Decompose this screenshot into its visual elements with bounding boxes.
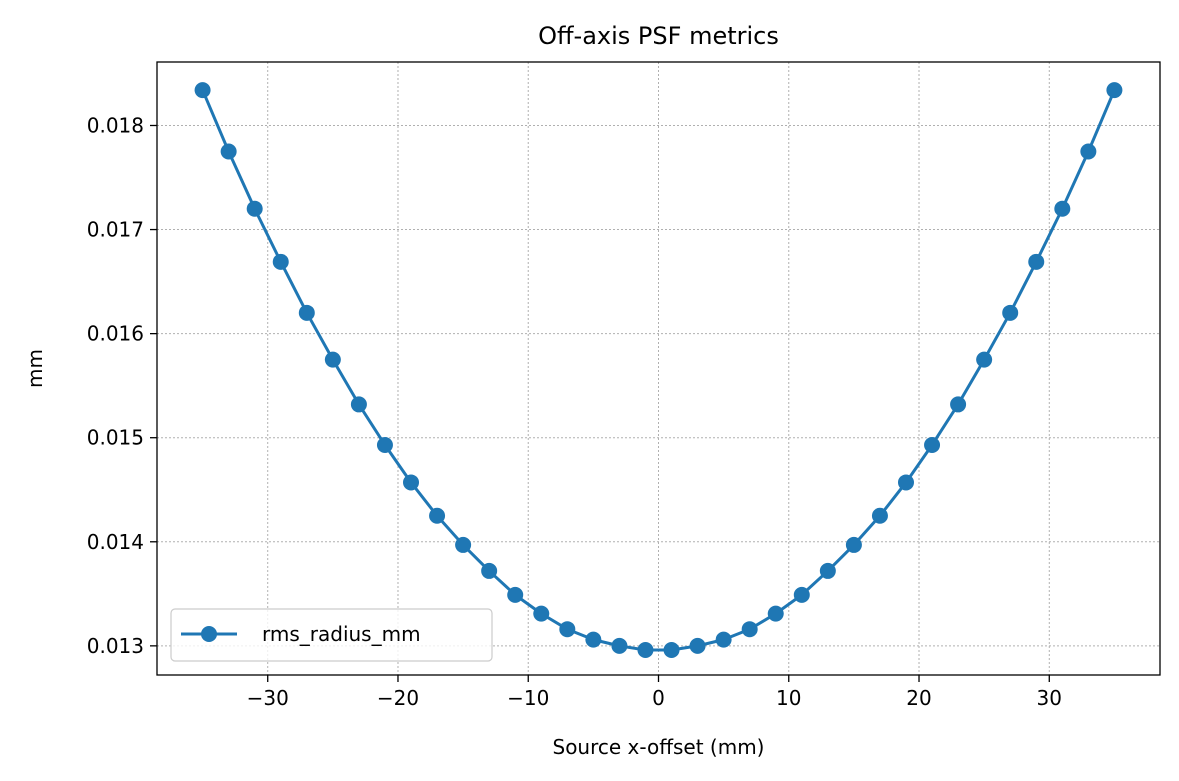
data-point	[585, 631, 602, 648]
x-tick-label: 20	[906, 686, 931, 710]
y-axis-label: mm	[23, 349, 47, 388]
data-point	[481, 562, 498, 579]
data-point	[871, 507, 888, 524]
x-tick-label: 0	[652, 686, 665, 710]
chart-title: Off-axis PSF metrics	[538, 22, 779, 50]
data-point	[663, 642, 680, 659]
x-tick-label: 10	[776, 686, 801, 710]
x-tick-label: −10	[507, 686, 549, 710]
data-point	[533, 605, 550, 622]
legend-box	[170, 608, 493, 662]
data-point	[559, 621, 576, 638]
legend: rms_radius_mm	[170, 608, 493, 662]
data-point	[741, 621, 758, 638]
data-point	[976, 351, 993, 368]
data-point	[715, 631, 732, 648]
data-point	[272, 253, 289, 270]
grid	[157, 62, 1160, 675]
data-point	[350, 396, 367, 413]
data-point	[793, 586, 810, 603]
series-layer	[194, 82, 1123, 659]
data-point	[1054, 200, 1071, 217]
data-point	[376, 436, 393, 453]
data-point	[845, 536, 862, 553]
data-point	[611, 637, 628, 654]
data-point	[1106, 82, 1123, 99]
data-point	[1028, 253, 1045, 270]
data-point	[950, 396, 967, 413]
data-point	[819, 562, 836, 579]
data-point	[429, 507, 446, 524]
data-point	[455, 536, 472, 553]
data-point	[689, 637, 706, 654]
x-tick-label: 30	[1037, 686, 1062, 710]
data-point	[767, 605, 784, 622]
y-tick-label: 0.014	[87, 530, 144, 554]
data-point	[637, 642, 654, 659]
legend-point-marker	[201, 626, 217, 642]
y-tick-label: 0.017	[87, 218, 144, 242]
data-point	[298, 304, 315, 321]
data-point	[507, 586, 524, 603]
y-tick-label: 0.018	[87, 113, 144, 137]
x-axis-label: Source x-offset (mm)	[553, 735, 765, 759]
data-point	[220, 143, 237, 160]
data-point	[246, 200, 263, 217]
x-axis: −30 −20 −10 0 10 20 30	[247, 675, 1062, 710]
legend-label: rms_radius_mm	[262, 622, 421, 646]
y-tick-label: 0.015	[87, 426, 144, 450]
y-axis: 0.013 0.014 0.015 0.016 0.017 0.018	[87, 113, 157, 658]
x-tick-label: −30	[247, 686, 289, 710]
x-tick-label: −20	[377, 686, 419, 710]
series-line	[201, 89, 1116, 652]
y-tick-label: 0.013	[87, 634, 144, 658]
data-point	[1002, 304, 1019, 321]
data-point	[403, 474, 420, 491]
data-point	[324, 351, 341, 368]
data-point	[194, 82, 211, 99]
data-point	[897, 474, 914, 491]
data-point	[1080, 143, 1097, 160]
y-tick-label: 0.016	[87, 322, 144, 346]
data-point	[924, 436, 941, 453]
